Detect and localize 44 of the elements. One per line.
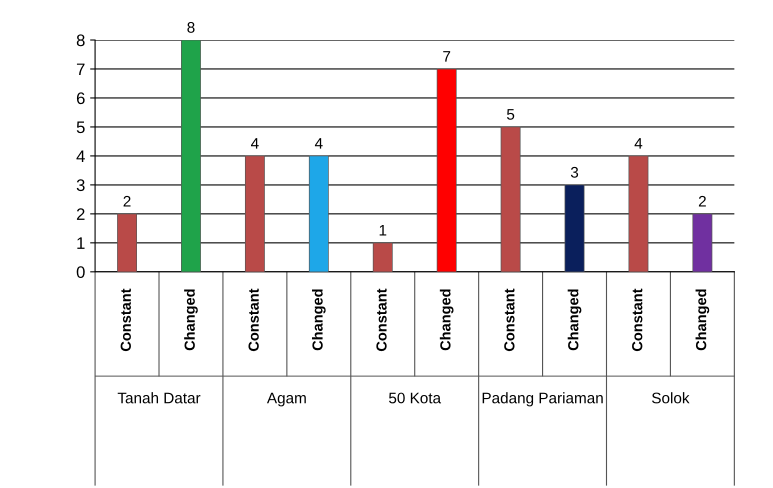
y-tick-label: 7 bbox=[76, 64, 85, 76]
bar bbox=[117, 214, 137, 272]
x-tick-label: Changed bbox=[440, 289, 454, 350]
text: Padang Pariaman bbox=[482, 392, 603, 406]
text: Solok bbox=[652, 392, 690, 404]
y-tick-label: 2 bbox=[76, 208, 85, 220]
bar bbox=[628, 156, 648, 272]
y-tick-label: 5 bbox=[76, 122, 85, 134]
y-tick-label: 0 bbox=[76, 266, 85, 278]
data-label: 3 bbox=[570, 166, 578, 178]
x-tick-label: Changed bbox=[312, 289, 326, 350]
bar bbox=[244, 156, 265, 272]
data-label: 5 bbox=[506, 109, 514, 120]
x-tick-label: Changed bbox=[696, 289, 710, 350]
y-tick-label: 1 bbox=[77, 237, 85, 249]
bar bbox=[181, 40, 201, 272]
bar bbox=[500, 126, 521, 272]
y-tick-label: 4 bbox=[76, 150, 85, 162]
data-label: 1 bbox=[380, 224, 386, 236]
x-tick-label: Constant bbox=[504, 288, 515, 352]
data-label: 2 bbox=[698, 196, 706, 207]
text: Agam bbox=[266, 392, 306, 406]
x-tick-label: Changed bbox=[184, 289, 198, 350]
bar bbox=[692, 214, 712, 272]
data-label: 7 bbox=[443, 51, 450, 62]
text: Tanah Datar bbox=[118, 392, 200, 404]
y-tick-label: 6 bbox=[76, 92, 85, 104]
text: 50 Kota bbox=[388, 392, 442, 404]
bar bbox=[372, 242, 393, 272]
x-tick-label: Constant bbox=[248, 288, 259, 352]
bar bbox=[564, 184, 584, 272]
x-tick-label: Constant bbox=[376, 288, 387, 352]
x-tick-label: Constant bbox=[120, 288, 131, 352]
x-tick-label: Constant bbox=[632, 288, 642, 352]
data-label: 2 bbox=[124, 196, 131, 207]
data-label: 4 bbox=[634, 138, 642, 149]
x-tick-label: Changed bbox=[568, 289, 582, 350]
y-tick-label: 3 bbox=[76, 179, 85, 192]
data-label: 8 bbox=[187, 22, 195, 33]
data-label: 4 bbox=[251, 138, 259, 149]
bar bbox=[308, 156, 329, 272]
bar bbox=[436, 68, 457, 272]
data-label: 4 bbox=[314, 138, 323, 149]
y-tick-label: 8 bbox=[76, 34, 85, 46]
